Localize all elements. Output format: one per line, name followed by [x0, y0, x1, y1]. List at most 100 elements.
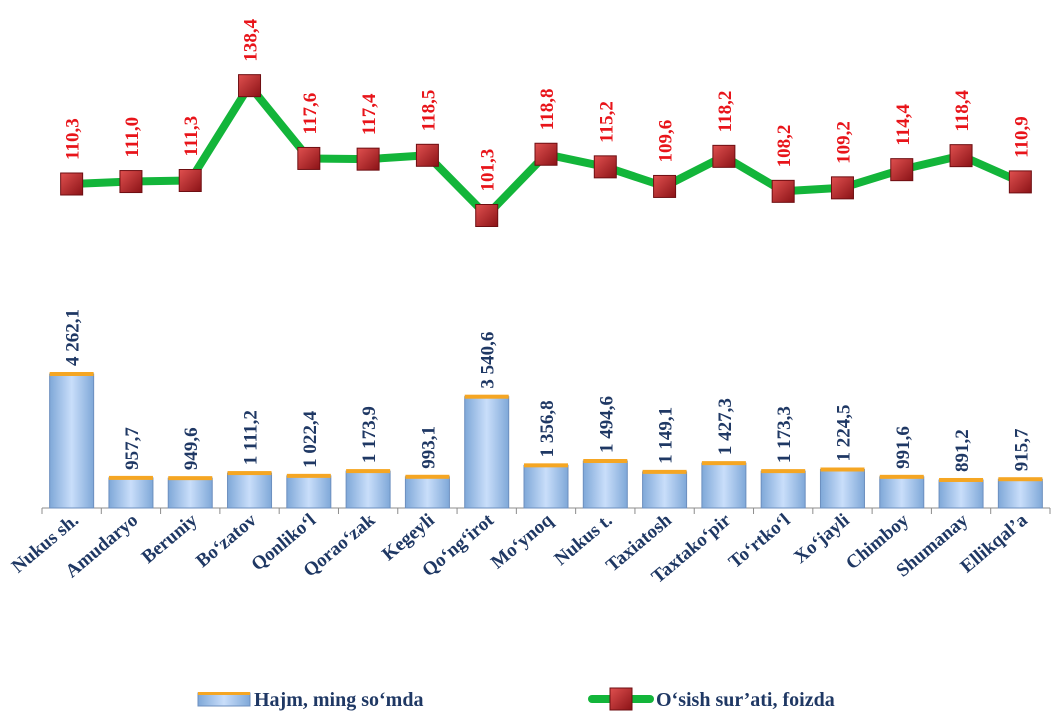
line-value-label: 138,4 — [241, 18, 262, 61]
bar — [938, 479, 984, 509]
line-value-label: 117,6 — [300, 93, 321, 135]
line-marker — [1008, 170, 1032, 194]
legend-label-line: O‘sish sur’ati, foizda — [656, 689, 835, 711]
line-marker — [890, 158, 914, 182]
line-marker — [238, 74, 262, 98]
bar — [404, 476, 450, 509]
line-marker — [178, 169, 202, 192]
bar-value-label: 1 427,3 — [715, 398, 736, 455]
line-value-label: 101,3 — [478, 149, 499, 192]
bar-value-label: 915,7 — [1011, 428, 1032, 471]
bar-value-label: 993,1 — [418, 426, 439, 469]
bar — [108, 477, 154, 509]
line-marker — [415, 143, 439, 167]
line-marker — [119, 170, 143, 194]
bar-series — [49, 372, 1043, 509]
line-value-label: 109,6 — [656, 120, 677, 163]
bar — [227, 472, 273, 509]
line-value-label: 118,8 — [537, 89, 558, 131]
line-value-label: 118,2 — [715, 91, 736, 133]
line-value-label: 110,9 — [1011, 116, 1032, 158]
bar — [167, 477, 213, 509]
line-value-label: 115,2 — [596, 101, 617, 143]
bar-top-edge — [879, 474, 924, 479]
bar-value-label: 891,2 — [952, 429, 973, 472]
line-value-label: 111,3 — [181, 116, 202, 157]
bar — [582, 460, 628, 509]
line-value-label: 108,2 — [774, 125, 795, 168]
category-label: Mo‘ynoq — [487, 509, 557, 573]
line-value-label: 109,2 — [833, 121, 854, 164]
bar-top-edge — [524, 463, 568, 468]
category-label: Beruniy — [138, 509, 202, 567]
bar-value-label: 1 111,2 — [241, 410, 262, 465]
category-label: Ellikqal’a — [957, 509, 1032, 577]
line-marker — [830, 176, 854, 200]
bar-value-label: 1 173,3 — [774, 406, 795, 463]
bar-value-label: 1 022,4 — [300, 410, 321, 468]
bar-top-edge — [108, 475, 153, 480]
legend-swatch-marker — [609, 687, 633, 711]
bar — [997, 478, 1043, 509]
bar-top-edge — [939, 477, 984, 482]
bar-top-edge — [642, 469, 687, 474]
bar — [523, 464, 569, 509]
bar-value-label: 4 262,1 — [63, 309, 84, 366]
bar-top-edge — [168, 476, 213, 481]
bar-top-edge — [761, 469, 806, 474]
bar-value-label: 949,6 — [181, 427, 202, 470]
legend-item-line: O‘sish sur’ati, foizda — [588, 687, 835, 711]
legend-item-bars: Hajm, ming so‘mda — [197, 689, 423, 711]
bar — [879, 476, 925, 509]
bar-top-edge — [49, 372, 94, 376]
bar-value-label: 3 540,6 — [478, 332, 499, 389]
legend-label-bars: Hajm, ming so‘mda — [254, 689, 423, 711]
line-value-label: 117,4 — [359, 93, 380, 135]
bar — [345, 470, 391, 509]
bar — [464, 396, 510, 509]
line-marker — [712, 144, 736, 168]
legend-swatch-bar-edge — [198, 692, 250, 695]
bar — [701, 462, 747, 509]
data-labels: 4 262,1 957,7 949,6 1 111,2 1 022,4 1 173,9 99… — [63, 18, 1033, 472]
bar-top-edge — [286, 473, 331, 478]
bar — [760, 470, 806, 509]
bar — [819, 469, 865, 509]
legend: Hajm, ming so‘mda O‘sish sur’ati, foizda — [197, 687, 835, 711]
line-marker — [534, 142, 558, 166]
bar-value-label: 957,7 — [122, 427, 143, 470]
bar-top-edge — [998, 477, 1043, 482]
bar-value-label: 1 149,1 — [656, 407, 677, 464]
line-value-label: 111,0 — [122, 117, 143, 158]
bar-value-label: 1 356,8 — [537, 400, 558, 457]
line-marker — [297, 146, 321, 170]
bar — [49, 373, 95, 509]
line-marker — [475, 204, 499, 227]
line-value-label: 114,4 — [893, 103, 914, 145]
line-value-label: 118,4 — [952, 89, 973, 131]
bar — [286, 475, 332, 509]
bar-top-edge — [820, 467, 865, 472]
bar-value-label: 991,6 — [893, 426, 914, 469]
bar-top-edge — [227, 471, 272, 476]
line-marker — [60, 172, 84, 196]
bar-top-edge — [583, 459, 628, 464]
line-marker — [593, 155, 617, 179]
line-value-label: 110,3 — [63, 118, 84, 160]
line-marker — [771, 179, 795, 203]
bar-top-edge — [464, 394, 509, 399]
category-label: To‘rtko‘l — [725, 510, 795, 573]
category-labels: Nukus sh.AmudaryoBeruniyBo‘zatovQonliko‘… — [8, 509, 1032, 588]
bar-value-label: 1 173,9 — [359, 406, 380, 463]
bar-value-label: 1 224,5 — [833, 405, 854, 462]
bar — [642, 471, 688, 509]
bar-top-edge — [346, 469, 391, 474]
bar-top-edge — [405, 474, 450, 479]
line-series — [60, 74, 1032, 227]
line-marker — [653, 174, 677, 198]
line-value-label: 118,5 — [418, 90, 439, 132]
line-marker — [356, 147, 380, 171]
bar-top-edge — [701, 461, 746, 466]
line-marker — [949, 144, 973, 168]
